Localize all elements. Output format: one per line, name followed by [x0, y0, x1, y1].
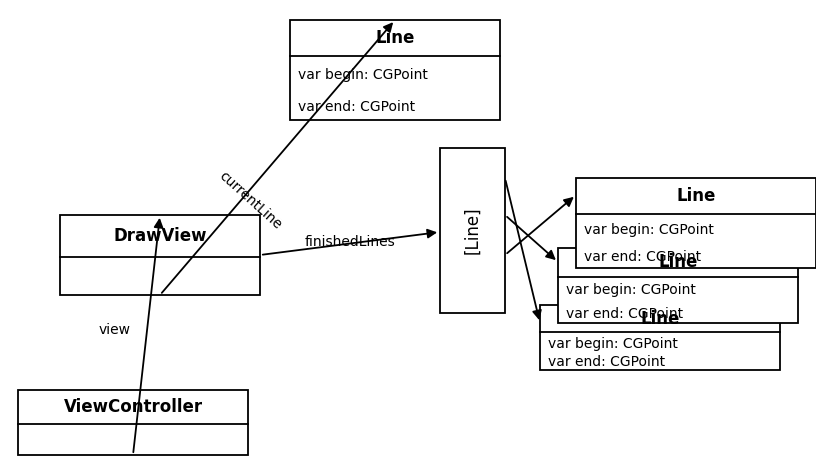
Text: currentLine: currentLine [216, 168, 284, 232]
Text: var begin: CGPoint: var begin: CGPoint [566, 284, 696, 298]
Text: var end: CGPoint: var end: CGPoint [584, 250, 701, 264]
Bar [540, 305, 780, 370]
Text: DrawView: DrawView [113, 227, 206, 245]
Text: var end: CGPoint: var end: CGPoint [548, 355, 665, 370]
Text: [Line]: [Line] [463, 206, 481, 254]
Bar [60, 215, 260, 295]
Bar [440, 148, 505, 313]
Text: finishedLines: finishedLines [304, 235, 396, 249]
Bar [558, 248, 798, 323]
Text: Line: Line [676, 187, 716, 205]
Text: ViewController: ViewController [64, 398, 202, 416]
Text: Line: Line [375, 29, 415, 47]
Text: var begin: CGPoint: var begin: CGPoint [548, 337, 678, 351]
Bar [576, 178, 816, 268]
Bar [18, 390, 248, 455]
Text: Line: Line [641, 310, 680, 328]
Text: var begin: CGPoint: var begin: CGPoint [584, 223, 714, 237]
Text: Line: Line [659, 253, 698, 271]
Text: var begin: CGPoint: var begin: CGPoint [298, 68, 428, 82]
Text: view: view [99, 323, 131, 337]
Text: var end: CGPoint: var end: CGPoint [298, 100, 415, 114]
Bar [290, 20, 500, 120]
Text: var end: CGPoint: var end: CGPoint [566, 307, 683, 321]
